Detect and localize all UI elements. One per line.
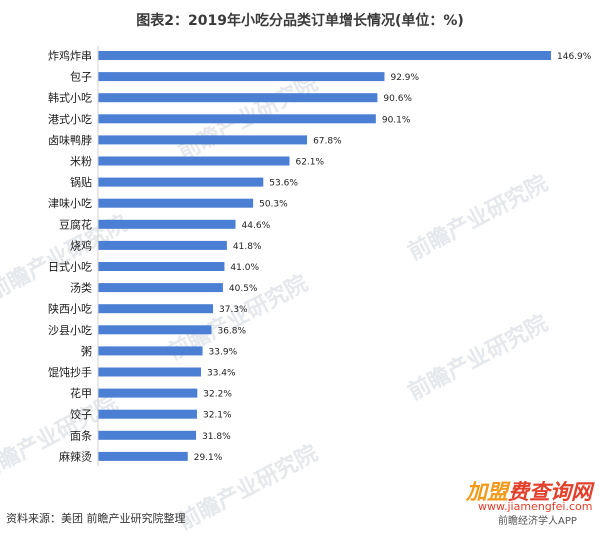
value-label: 41.8% (233, 242, 262, 252)
category-label: 炸鸡炸串 (48, 49, 92, 63)
bar (98, 177, 264, 187)
bar (98, 114, 376, 124)
corner-url: www.jiamengfei.com (478, 500, 593, 513)
category-label: 韩式小吃 (48, 91, 92, 105)
category-label: 包子 (70, 71, 92, 84)
bar (98, 388, 198, 398)
value-label: 90.1% (382, 115, 411, 125)
category-label: 豆腐花 (59, 217, 92, 231)
source-note: 资料来源：美团 前瞻产业研究院整理 (6, 512, 186, 525)
value-label: 40.5% (229, 284, 258, 294)
category-label: 陕西小吃 (48, 302, 92, 316)
bar (98, 93, 378, 103)
category-label: 沙县小吃 (48, 324, 92, 337)
category-label: 馄饨抄手 (48, 365, 92, 379)
value-label: 53.6% (269, 179, 298, 189)
bar (98, 409, 197, 419)
category-label: 花甲 (70, 387, 92, 400)
value-label: 90.6% (383, 94, 412, 104)
category-label: 锅贴 (70, 175, 92, 189)
bar (98, 72, 385, 82)
value-label: 36.8% (217, 326, 246, 336)
bar (98, 198, 254, 208)
value-label: 37.3% (219, 305, 248, 315)
category-label: 米粉 (70, 155, 92, 168)
category-label: 面条 (70, 428, 92, 442)
bar (98, 451, 188, 461)
bar (98, 430, 197, 440)
category-label: 港式小吃 (48, 113, 92, 126)
bar (98, 283, 223, 293)
value-label: 33.9% (209, 347, 238, 357)
bar (98, 240, 227, 250)
chart-title: 图表2：2019年小吃分品类订单增长情况(单位：%) (136, 13, 464, 29)
corner-app-label: 前瞻经济学人APP (498, 516, 577, 527)
bar-chart: 炸鸡炸串 146.9% 包子 92.9% 韩式小吃 90.6% 港式小吃 90.1% 卤味鸭脖 6… (48, 45, 592, 467)
bar (98, 304, 214, 314)
category-label: 麻辣烫 (59, 449, 92, 463)
bar (98, 51, 551, 60)
value-label: 67.8% (313, 136, 342, 146)
category-label: 津味小吃 (48, 197, 92, 210)
value-label: 146.9% (557, 52, 592, 62)
value-label: 92.9% (390, 73, 419, 83)
category-label: 卤味鸭脖 (48, 134, 92, 147)
bar (98, 156, 290, 166)
value-label: 50.3% (259, 200, 288, 210)
value-label: 32.2% (203, 390, 232, 400)
bar (98, 135, 308, 145)
bar (98, 367, 201, 377)
corner-watermark: 加盟费查询网 www.jiamengfei.com 前瞻经济学人APP (458, 476, 596, 528)
value-label: 44.6% (242, 221, 271, 231)
bar (98, 262, 225, 271)
bar (98, 219, 236, 229)
category-label: 饺子 (70, 407, 92, 421)
bar (98, 346, 203, 356)
value-label: 29.1% (194, 453, 223, 463)
value-label: 41.0% (230, 263, 259, 273)
value-label: 62.1% (295, 158, 324, 168)
category-label: 日式小吃 (48, 261, 92, 274)
category-label: 烧鸡 (70, 238, 92, 252)
value-label: 33.4% (207, 369, 236, 379)
corner-logo: 加盟费查询网 (466, 480, 592, 504)
bar (98, 325, 212, 335)
value-label: 31.8% (202, 432, 231, 442)
category-label: 粥 (81, 345, 92, 358)
value-label: 32.1% (203, 411, 232, 421)
category-label: 汤类 (70, 281, 92, 295)
